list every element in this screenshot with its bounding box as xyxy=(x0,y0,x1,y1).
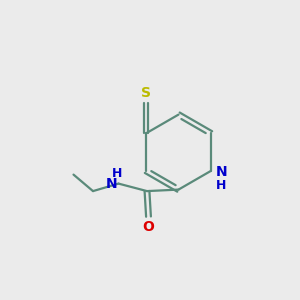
Text: N: N xyxy=(215,165,227,179)
Text: S: S xyxy=(141,86,151,100)
Text: H: H xyxy=(215,179,226,192)
Text: N: N xyxy=(105,177,117,190)
Text: O: O xyxy=(142,220,154,234)
Text: H: H xyxy=(112,167,122,180)
